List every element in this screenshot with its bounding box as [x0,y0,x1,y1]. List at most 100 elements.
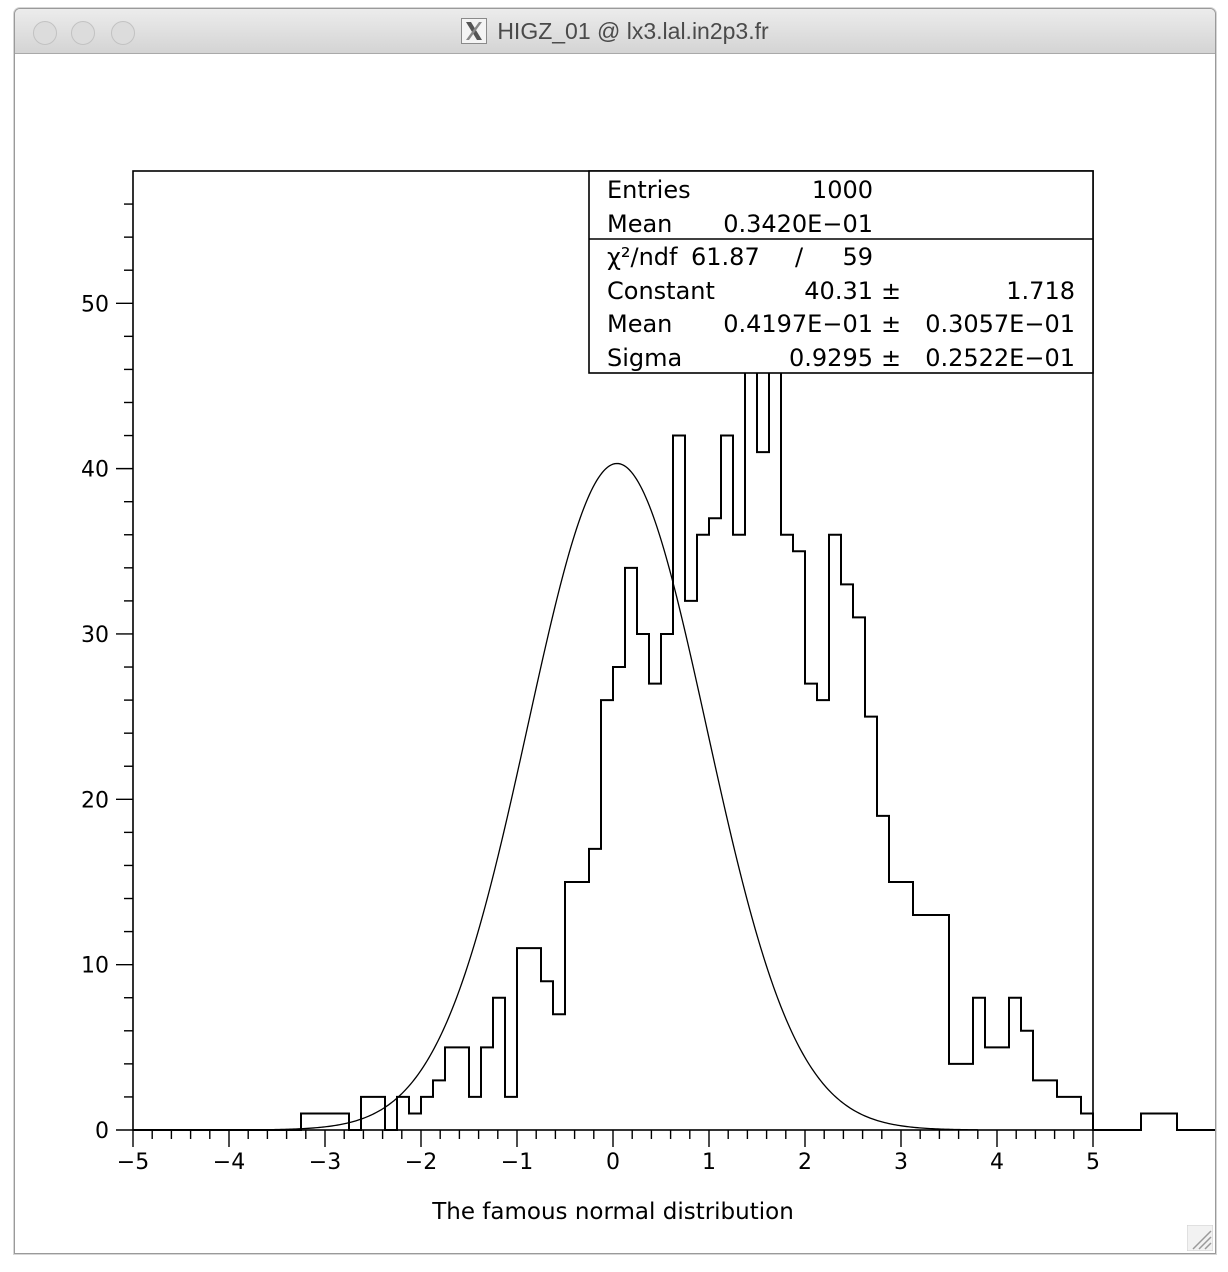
fit-param-error: 0.2522E−01 [925,344,1075,372]
histogram-bin [505,1097,517,1130]
histogram-bin [421,1097,433,1130]
higz-window: HIGZ_01 @ lx3.lal.in2p3.fr −5 −4 −3 −2 −1 0 1 2… [14,8,1216,1254]
histogram-bin [709,518,721,1130]
stats-value: 0.3420E−01 [723,210,873,238]
histogram-bin [397,1097,409,1130]
fit-param-value: 40.31 [804,277,873,305]
x-tick-label: −4 [213,1150,245,1175]
x-tick-label: 2 [798,1150,812,1175]
histogram-bin [649,684,661,1130]
histogram-bin [1057,1097,1069,1130]
chi2-ndf-label: χ²/ndf [607,243,678,271]
stats-label: Mean [607,210,672,238]
gaussian-fit-curve [248,462,978,1131]
ndf-value: 59 [842,243,873,271]
stats-box [588,170,1094,374]
x-tick-label: −1 [501,1150,533,1175]
zoom-button[interactable] [111,21,135,45]
plus-minus: ± [881,344,901,372]
histogram-bin [409,1113,421,1130]
histogram-bin [493,998,505,1130]
histogram-bin [925,915,937,1130]
histogram-bin [769,320,781,1130]
histogram-bin [1045,1080,1057,1130]
histogram-bin [865,717,877,1130]
fit-param-value: 0.9295 [789,344,873,372]
plot-canvas: −5 −4 −3 −2 −1 0 1 2 3 4 5 0 10 20 30 40 50 Entries 1000 Me… [15,54,1215,1253]
histogram-bin [541,981,553,1130]
histogram-bin [841,584,853,1130]
x-tick-label: −2 [405,1150,437,1175]
histogram-bin [565,882,577,1130]
histogram-bin [961,1064,973,1130]
histogram-bin [361,1097,373,1130]
histogram-bin [589,849,601,1130]
histogram-bin [517,948,529,1130]
histogram-bin [661,634,673,1130]
histogram-bin [973,998,985,1130]
histogram-bin [1153,1113,1165,1130]
histogram-bin [625,568,637,1130]
histogram-bin [457,1047,469,1130]
histogram-bin [901,882,913,1130]
histogram-bin [1069,1097,1081,1130]
close-button[interactable] [33,21,57,45]
x-tick-label: 4 [990,1150,1004,1175]
histogram-bin [733,535,745,1130]
y-tick-label: 0 [95,1119,109,1144]
fit-param-label: Sigma [607,344,682,372]
y-tick-label: 50 [81,292,109,317]
histogram-bin [793,551,805,1130]
histogram-bin [637,634,649,1130]
y-tick-label: 20 [81,788,109,813]
histogram-bin [997,1047,1009,1130]
histogram-bin [913,915,925,1130]
histogram-bin [1081,1113,1093,1130]
histogram-bin [829,535,841,1130]
x-tick-label: −3 [309,1150,341,1175]
histogram-series [133,302,1215,1131]
plus-minus: ± [881,310,901,338]
x-tick-label: 3 [894,1150,908,1175]
fit-param-error: 1.718 [1006,277,1075,305]
histogram-bin [877,816,889,1130]
histogram-bin [781,535,793,1130]
histogram-bin [853,617,865,1130]
histogram-bin [553,1014,565,1130]
window-title: HIGZ_01 @ lx3.lal.in2p3.fr [497,17,769,44]
histogram-bin [325,1113,337,1130]
y-tick-label: 10 [81,954,109,979]
histogram-bin [673,436,685,1130]
histogram-bin [577,882,589,1130]
histogram-bin [445,1047,457,1130]
histogram-bin [337,1113,349,1130]
x11-icon [461,18,488,44]
histogram-bin [613,667,625,1130]
plus-minus: ± [881,277,901,305]
fit-param-label: Constant [607,277,715,305]
histogram-bin [817,700,829,1130]
histogram-bin [805,684,817,1130]
chi2-separator: / [795,243,804,271]
x-tick-label: 5 [1086,1150,1100,1175]
x-tick-label: 0 [606,1150,620,1175]
histogram-bin [529,948,541,1130]
histogram-bin [721,436,733,1130]
y-tick-label: 30 [81,623,109,648]
stats-label: Entries [607,176,691,204]
chi2-value: 61.87 [691,243,760,271]
title-bar[interactable]: HIGZ_01 @ lx3.lal.in2p3.fr [15,9,1215,54]
histogram-bin [1021,1031,1033,1130]
minimize-button[interactable] [71,21,95,45]
fit-param-value: 0.4197E−01 [723,310,873,338]
histogram-bin [697,535,709,1130]
histogram-bin [757,452,769,1130]
fit-param-label: Mean [607,310,672,338]
histogram-bin [1141,1113,1153,1130]
resize-grip-icon[interactable] [1187,1225,1213,1251]
fit-param-error: 0.3057E−01 [925,310,1075,338]
histogram-bin [1165,1113,1177,1130]
histogram-bin [685,601,697,1130]
x-tick-label: −5 [117,1150,149,1175]
